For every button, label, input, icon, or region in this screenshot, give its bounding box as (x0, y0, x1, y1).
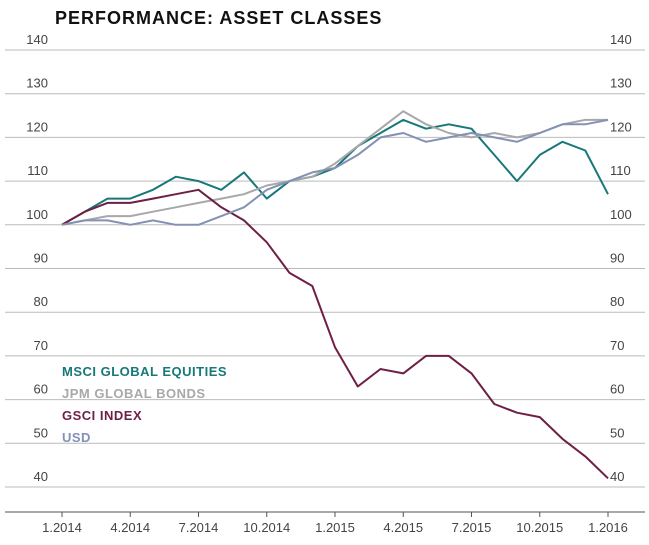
y-tick-label-right: 80 (610, 294, 624, 309)
y-tick-label: 100 (26, 207, 48, 222)
x-tick-label: 7.2014 (179, 520, 219, 535)
y-tick-label: 110 (27, 163, 48, 178)
x-tick-label: 4.2014 (110, 520, 150, 535)
x-tick-label: 4.2015 (383, 520, 423, 535)
y-tick-label-right: 70 (610, 338, 624, 353)
legend-label: USD (62, 430, 91, 445)
y-tick-label: 140 (26, 32, 48, 47)
x-tick-label: 10.2015 (516, 520, 563, 535)
legend-label: MSCI GLOBAL EQUITIES (62, 364, 227, 379)
series-line (61, 118, 609, 226)
x-tick-label: 1.2016 (588, 520, 628, 535)
y-tick-label: 40 (34, 469, 48, 484)
y-tick-label-right: 130 (610, 76, 632, 91)
y-tick-label-right: 90 (610, 251, 624, 266)
y-tick-label-right: 60 (610, 382, 624, 397)
y-tick-label-right: 120 (610, 119, 632, 134)
y-tick-label: 70 (34, 338, 48, 353)
y-tick-label-right: 50 (610, 425, 624, 440)
legend-label: JPM GLOBAL BONDS (62, 386, 206, 401)
x-tick-label: 10.2014 (243, 520, 290, 535)
chart-title: PERFORMANCE: ASSET CLASSES (55, 8, 382, 28)
series-line (61, 110, 608, 226)
y-tick-label: 130 (26, 76, 48, 91)
x-tick-label: 1.2014 (42, 520, 82, 535)
y-tick-label: 120 (26, 119, 48, 134)
x-tick-label: 1.2015 (315, 520, 355, 535)
series-line (61, 188, 609, 480)
y-tick-label: 60 (34, 382, 48, 397)
y-tick-label-right: 140 (610, 32, 632, 47)
y-tick-label: 50 (34, 425, 48, 440)
y-tick-label-right: 100 (610, 207, 632, 222)
legend-label: GSCI INDEX (62, 408, 142, 423)
y-tick-label: 90 (34, 251, 48, 266)
y-tick-label: 80 (34, 294, 48, 309)
x-tick-label: 7.2015 (452, 520, 492, 535)
y-tick-label-right: 40 (610, 469, 624, 484)
y-tick-label-right: 110 (610, 163, 631, 178)
